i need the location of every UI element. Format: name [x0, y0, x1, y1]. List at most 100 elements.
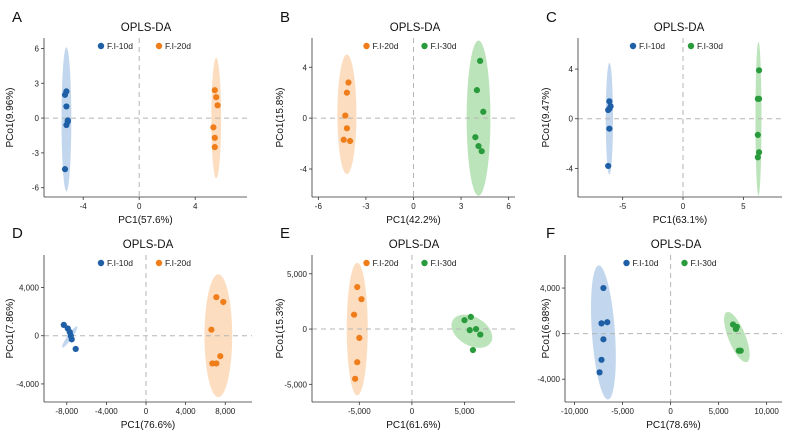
- y-axis-label: PCo1(9.47%): [541, 87, 552, 147]
- legend-label: F.I-10d: [107, 41, 133, 51]
- y-tick-label: 4: [569, 65, 574, 74]
- x-axis-label: PC1(57.6%): [118, 215, 172, 226]
- data-point: [478, 148, 485, 155]
- y-axis-label: PCo1(15.3%): [275, 298, 286, 358]
- y-tick-label: -4,000: [16, 380, 39, 389]
- x-tick-label: -4: [80, 202, 88, 211]
- y-tick-label: -3: [32, 149, 40, 158]
- data-point: [754, 154, 761, 161]
- panel-letter: E: [280, 225, 290, 242]
- x-tick-label: 5: [741, 202, 746, 211]
- legend-marker: [155, 42, 163, 50]
- legend-label: F.I-30d: [431, 258, 457, 268]
- y-tick-label: 4,000: [19, 284, 40, 293]
- confidence-ellipse-f-i-10d: [590, 265, 616, 400]
- panel-title: OPLS-DA: [389, 239, 440, 251]
- panel-letter: D: [12, 225, 23, 242]
- legend-label: F.I-20d: [165, 258, 191, 268]
- panel-title: OPLS-DA: [651, 239, 702, 251]
- data-point: [469, 346, 477, 354]
- panel-title: OPLS-DA: [390, 22, 441, 34]
- data-point: [604, 319, 611, 326]
- legend-marker: [687, 42, 695, 50]
- y-axis-label: PCo1(6.98%): [541, 298, 552, 358]
- x-tick-label: -10,000: [561, 407, 589, 416]
- x-tick-label: 5,000: [709, 407, 730, 416]
- data-point: [61, 166, 69, 173]
- y-tick-label: -5,000: [284, 380, 307, 389]
- y-tick-label: 6: [35, 44, 40, 53]
- data-point: [343, 125, 350, 132]
- legend-marker: [363, 42, 370, 50]
- data-point: [213, 360, 220, 367]
- legend-marker: [155, 259, 163, 267]
- legend-label: F.I-10d: [633, 258, 659, 268]
- data-point: [737, 347, 744, 354]
- x-tick-label: 3: [459, 202, 464, 211]
- data-point: [466, 327, 473, 334]
- y-tick-label: 4,000: [540, 284, 561, 293]
- data-point: [64, 117, 71, 124]
- confidence-ellipse-f-i-30d: [724, 311, 750, 363]
- data-point: [477, 57, 484, 64]
- data-point: [352, 375, 359, 382]
- data-point: [600, 284, 607, 292]
- y-tick-label: 4: [303, 63, 308, 72]
- data-point: [605, 106, 612, 114]
- y-tick-label: -4: [566, 164, 574, 173]
- y-axis-label: PCo1(15.8%): [275, 87, 286, 147]
- legend-marker: [681, 259, 688, 267]
- x-axis-label: PC1(42.2%): [386, 215, 440, 226]
- data-point: [60, 321, 67, 328]
- panel-f: F OPLS-DA -10,000 -5,000 0 5,000 10,000 -4,000 0…: [537, 225, 782, 431]
- data-point: [345, 79, 352, 86]
- legend-marker: [421, 259, 428, 267]
- data-point: [755, 67, 763, 74]
- panel-letter: F: [546, 225, 555, 242]
- data-point: [755, 95, 763, 102]
- data-point: [467, 313, 474, 320]
- panel-title: OPLS-DA: [123, 239, 174, 251]
- x-axis-label: PC1(63.1%): [653, 215, 707, 226]
- y-axis-label: PCo1(9.96%): [5, 87, 16, 147]
- data-point: [342, 112, 349, 119]
- data-point: [475, 143, 482, 150]
- data-point: [211, 143, 218, 151]
- x-tick-label: 0: [681, 202, 686, 211]
- legend-marker: [97, 259, 105, 267]
- data-point: [605, 162, 612, 170]
- data-point: [343, 89, 350, 96]
- x-tick-label: -6: [315, 202, 323, 211]
- data-point: [477, 331, 484, 338]
- x-tick-label: -5,000: [611, 407, 634, 416]
- x-tick-label: 4: [193, 202, 198, 211]
- data-point: [340, 136, 347, 143]
- y-axis-label: PCo1(7.86%): [5, 298, 16, 358]
- panel-e: E OPLS-DA -5,000 0 5,000 -5,000 0 5,000 PC1(61.6…: [275, 225, 515, 431]
- y-tick-label: 0: [556, 330, 561, 339]
- legend-marker: [363, 259, 370, 267]
- data-point: [472, 134, 479, 141]
- y-tick-label: -4,000: [537, 375, 560, 384]
- data-point: [358, 296, 365, 303]
- data-point: [68, 336, 75, 343]
- y-tick-label: 0: [35, 332, 40, 341]
- data-point: [754, 131, 761, 138]
- data-point: [72, 345, 79, 353]
- data-point: [214, 102, 221, 109]
- x-tick-label: 0: [144, 407, 149, 416]
- data-point: [473, 87, 481, 94]
- data-point: [63, 88, 70, 95]
- y-tick-label: 5,000: [287, 270, 308, 279]
- data-point: [461, 317, 468, 324]
- x-tick-label: 5,000: [454, 407, 475, 416]
- legend-label: F.I-30d: [697, 41, 723, 51]
- y-tick-label: -6: [32, 184, 40, 193]
- legend-marker: [623, 259, 630, 267]
- data-point: [354, 283, 361, 291]
- data-point: [213, 94, 220, 101]
- data-point: [213, 294, 220, 301]
- y-tick-label: 0: [303, 114, 308, 123]
- data-point: [755, 149, 763, 156]
